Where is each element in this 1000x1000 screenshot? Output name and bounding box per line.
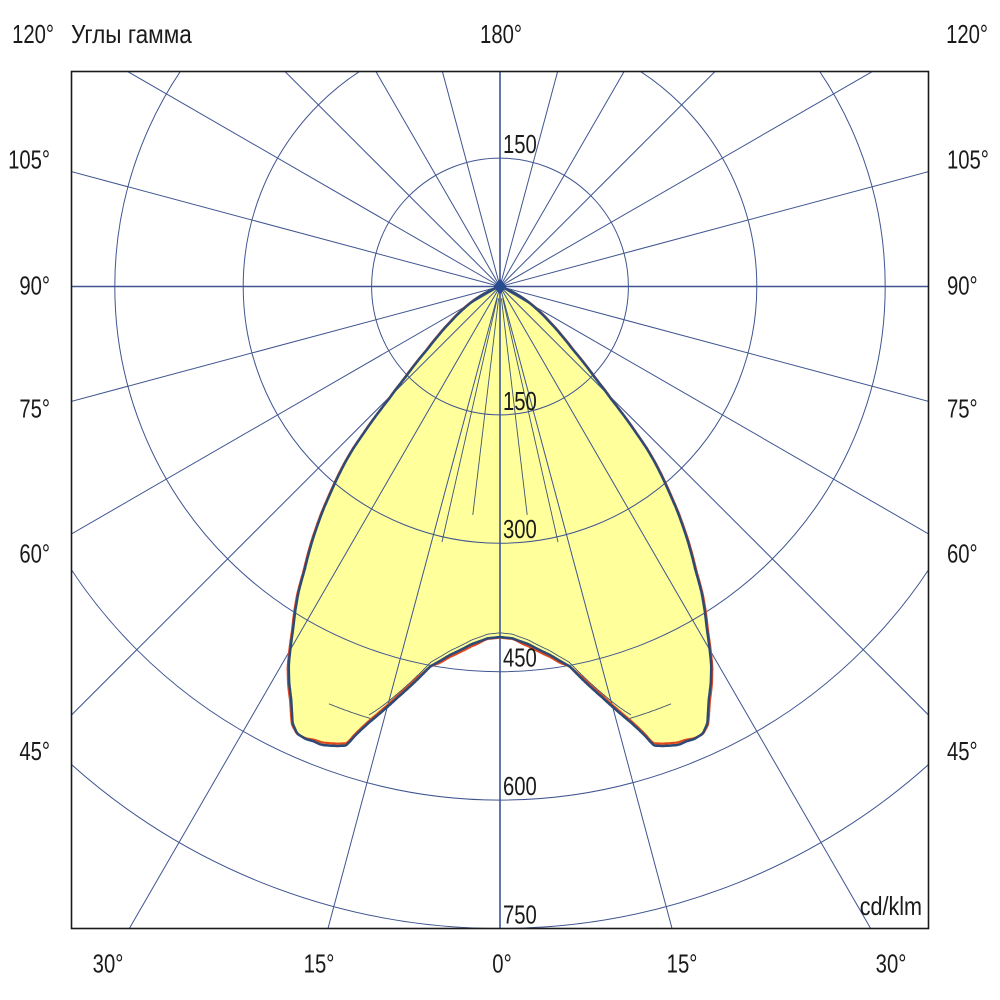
svg-text:105°: 105°: [947, 145, 989, 174]
svg-text:300: 300: [503, 515, 537, 544]
svg-text:600: 600: [503, 772, 537, 801]
svg-text:45°: 45°: [19, 737, 50, 766]
svg-text:cd/klm: cd/klm: [860, 892, 922, 921]
svg-text:90°: 90°: [947, 271, 978, 300]
svg-text:60°: 60°: [947, 539, 978, 568]
svg-text:45°: 45°: [947, 737, 978, 766]
svg-text:120°: 120°: [946, 20, 988, 49]
svg-text:90°: 90°: [19, 271, 50, 300]
svg-text:60°: 60°: [19, 539, 50, 568]
svg-text:15°: 15°: [667, 949, 698, 978]
svg-text:0°: 0°: [492, 949, 511, 978]
svg-text:15°: 15°: [304, 949, 335, 978]
svg-text:450: 450: [503, 643, 537, 672]
svg-text:150: 150: [503, 130, 537, 159]
svg-text:75°: 75°: [19, 394, 50, 423]
svg-text:Углы гамма: Углы гамма: [71, 21, 192, 50]
svg-text:750: 750: [503, 900, 537, 929]
svg-text:30°: 30°: [876, 949, 907, 978]
svg-text:180°: 180°: [480, 20, 522, 49]
svg-text:75°: 75°: [947, 394, 978, 423]
svg-text:30°: 30°: [93, 949, 124, 978]
svg-text:105°: 105°: [8, 145, 50, 174]
svg-text:150: 150: [503, 387, 537, 416]
svg-text:120°: 120°: [12, 20, 54, 49]
